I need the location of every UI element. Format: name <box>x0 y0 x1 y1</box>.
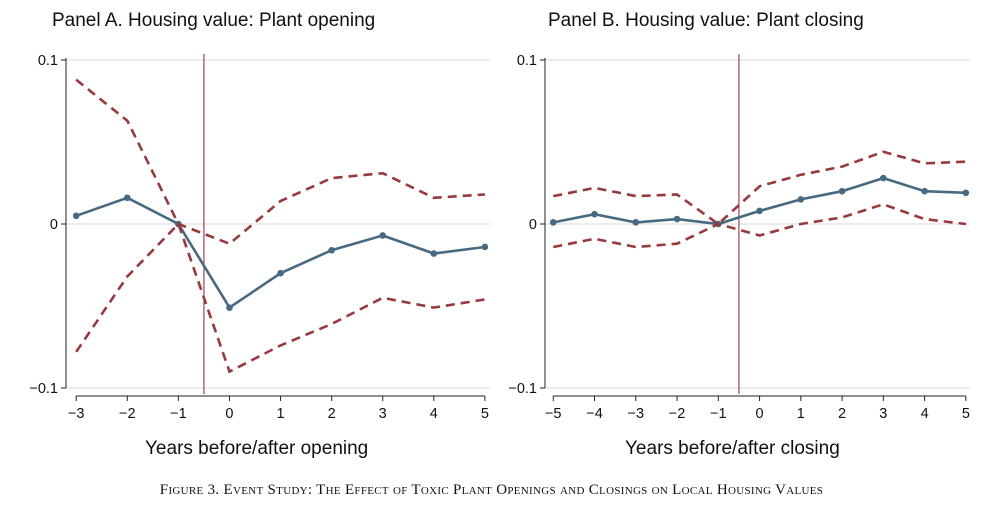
panel-b-x-tick-label-2: −3 <box>628 406 645 422</box>
panel-a-x-tick-label-1: −2 <box>119 406 136 422</box>
panel-a-estimate-point-1 <box>124 194 131 202</box>
figure-caption: Figure 3. Event Study: The Effect of Tox… <box>159 482 824 498</box>
panel-a-estimate-point-7 <box>430 250 438 257</box>
panel-b-estimate-point-2 <box>632 219 640 226</box>
panel-b-estimate-point-0 <box>549 219 557 226</box>
panel-b-x-tick-label-0: −5 <box>545 406 562 422</box>
panel-b-x-tick-label-10: 5 <box>962 406 970 422</box>
panel-a-estimate-point-5 <box>328 246 335 254</box>
panel-b-estimate-point-9 <box>921 187 928 195</box>
panel-a-y-tick-label-2: −0.1 <box>29 381 58 397</box>
panel-b-x-tick-label-6: 1 <box>797 406 805 422</box>
panel-b-x-tick-label-8: 3 <box>879 406 887 422</box>
panel-b-y-tick-label-1: 0 <box>529 217 537 233</box>
panel-a-y-tick-label-1: 0 <box>50 217 58 233</box>
panel-a-x-tick-label-5: 2 <box>328 406 336 422</box>
panel-a-x-tick-label-7: 4 <box>430 406 438 422</box>
panel-b-estimate-point-8 <box>880 174 887 182</box>
panel-b-y-tick-label-2: −0.1 <box>508 381 537 397</box>
panel-a-x-tick-label-4: 1 <box>277 406 285 422</box>
panel-b-x-tick-label-3: −2 <box>669 406 686 422</box>
panel-b-x-tick-label-7: 2 <box>838 406 846 422</box>
panel-b-estimate-point-6 <box>797 196 805 203</box>
panel-a-x-tick-label-6: 3 <box>379 406 387 422</box>
panel-b-estimate-point-3 <box>673 215 681 223</box>
panel-a-estimate-point-6 <box>379 232 387 239</box>
panel-a-upper-ci-line <box>75 78 485 246</box>
panel-a-estimate-point-0 <box>72 212 80 220</box>
panel-a-x-tick-label-8: 5 <box>481 406 489 422</box>
panel-b-x-tick-label-5: 0 <box>756 406 764 422</box>
panel-b-title: Panel B. Housing value: Plant closing <box>548 10 864 31</box>
panel-a-x-tick-label-0: −3 <box>68 406 85 422</box>
panel-b-x-tick-label-9: 4 <box>921 406 929 422</box>
panel-a-title: Panel A. Housing value: Plant opening <box>52 10 376 31</box>
panel-a-estimate-point-8 <box>481 243 489 251</box>
panel-b-x-tick-label-4: −1 <box>710 406 727 422</box>
panel-a-x-tick-label-3: 0 <box>225 406 233 422</box>
panel-b-x-tick-label-1: −4 <box>586 406 603 422</box>
panel-b-upper-ci-line <box>553 150 966 226</box>
panel-a-estimate-point-3 <box>226 304 233 311</box>
panel-b-x-axis-title: Years before/after closing <box>625 438 840 459</box>
panel-b-estimate-point-10 <box>962 189 970 197</box>
panel-b-y-tick-label-0: 0.1 <box>517 53 537 69</box>
panel-a-y-tick-label-0: 0.1 <box>38 53 58 69</box>
panel-a-estimate-line <box>75 196 486 310</box>
panel-b-lower-ci-line <box>553 202 967 249</box>
panel-b-estimate-point-5 <box>756 207 763 215</box>
panel-a-estimate-point-4 <box>277 269 284 277</box>
panel-a-lower-ci-line <box>75 221 486 374</box>
panel-b-estimate-point-7 <box>838 187 846 195</box>
panel-a-x-tick-label-2: −1 <box>170 406 187 422</box>
panel-a-x-axis-title: Years before/after opening <box>145 438 369 459</box>
panel-b-estimate-point-1 <box>591 210 598 218</box>
